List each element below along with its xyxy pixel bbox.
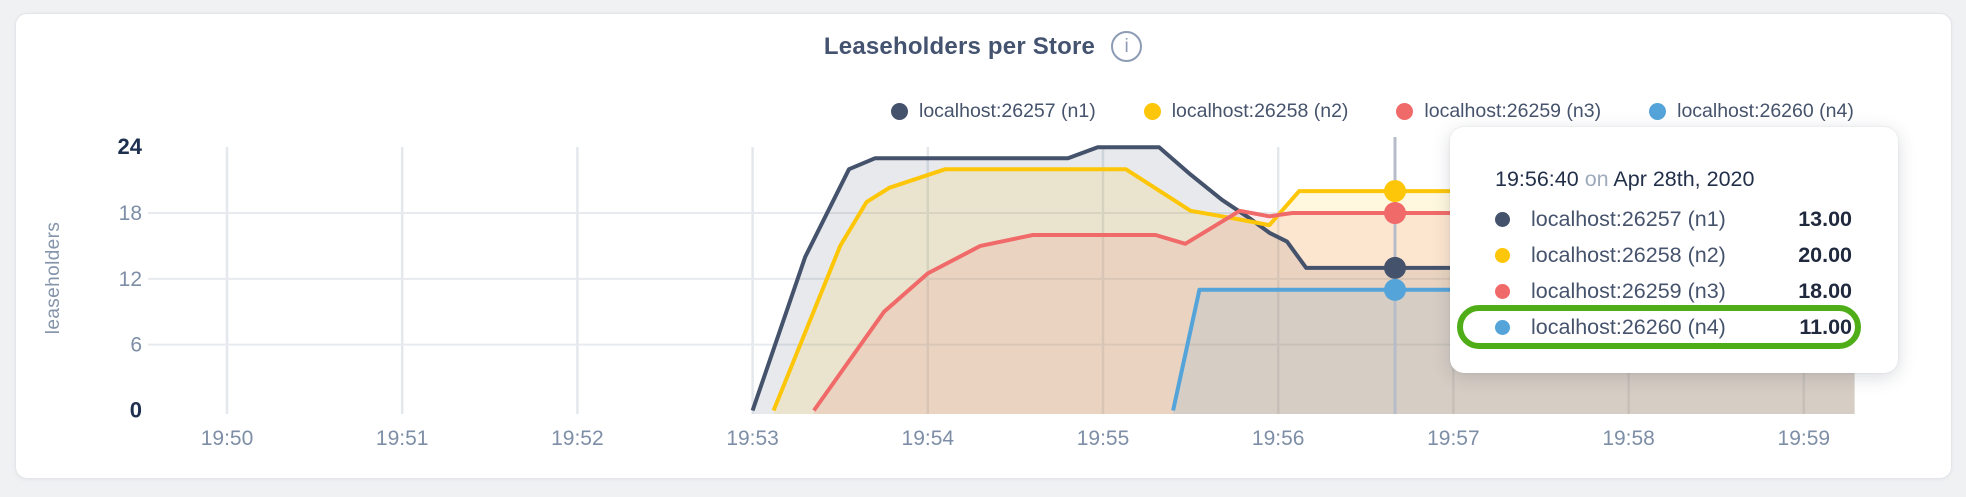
hover-dot-n1 <box>1384 256 1407 279</box>
tooltip-connector: on <box>1584 167 1609 191</box>
tooltip-series-value: 20.00 <box>1798 242 1852 267</box>
x-tick-label: 19:58 <box>1602 427 1655 450</box>
hover-dot-n2 <box>1384 180 1407 203</box>
tooltip-series-dot-icon <box>1495 247 1510 263</box>
x-tick-label: 19:56 <box>1252 427 1305 450</box>
series-line-n3 <box>812 208 1855 412</box>
info-icon[interactable]: i <box>1111 31 1143 62</box>
legend-item-n1[interactable]: localhost:26257 (n1) <box>891 100 1096 123</box>
tooltip-timestamp: 19:56:40 on Apr 28th, 2020 <box>1495 165 1852 193</box>
series-line-n1 <box>750 145 1855 412</box>
legend-dot-icon <box>1396 103 1414 120</box>
tooltip-series-dot-icon <box>1495 283 1510 299</box>
tooltip-row-n4: localhost:26260 (n4) 11.00 <box>1495 309 1852 345</box>
tooltip-series-label: localhost:26257 (n1) <box>1531 206 1726 231</box>
x-tick-label: 19:59 <box>1778 427 1831 450</box>
hover-dot-n4 <box>1384 278 1407 301</box>
legend-item-n3[interactable]: localhost:26259 (n3) <box>1396 100 1601 123</box>
legend-item-label: localhost:26258 (n2) <box>1171 100 1349 122</box>
x-tick-label: 19:57 <box>1427 427 1480 450</box>
legend: localhost:26257 (n1) localhost:26258 (n2)… <box>891 100 1854 123</box>
y-tick-label: 0 <box>130 398 142 423</box>
tooltip-series-label: localhost:26260 (n4) <box>1531 314 1726 339</box>
y-tick-label: 12 <box>119 268 142 291</box>
tooltip-series-value: 13.00 <box>1798 206 1852 231</box>
x-tick-label: 19:50 <box>201 427 254 450</box>
chart-title: Leaseholders per Store <box>823 32 1096 60</box>
hover-tooltip: 19:56:40 on Apr 28th, 2020 localhost:262… <box>1450 127 1898 373</box>
tooltip-series-value: 18.00 <box>1798 278 1852 303</box>
legend-item-n4[interactable]: localhost:26260 (n4) <box>1649 100 1854 123</box>
tooltip-row-n3: localhost:26259 (n3) 18.00 <box>1495 273 1852 309</box>
tooltip-series-label: localhost:26258 (n2) <box>1531 242 1726 267</box>
tooltip-series-dot-icon <box>1495 211 1510 227</box>
legend-item-n2[interactable]: localhost:26258 (n2) <box>1143 100 1349 123</box>
tooltip-row-n2: localhost:26258 (n2) 20.00 <box>1495 237 1852 273</box>
legend-dot-icon <box>1143 103 1161 120</box>
legend-item-label: localhost:26260 (n4) <box>1677 100 1854 122</box>
y-axis-title: leaseholders <box>43 221 64 335</box>
x-tick-label: 19:52 <box>551 427 604 450</box>
x-tick-label: 19:53 <box>726 427 779 450</box>
legend-item-label: localhost:26259 (n3) <box>1424 100 1602 122</box>
tooltip-series-label: localhost:26259 (n3) <box>1531 278 1726 303</box>
tooltip-date: Apr 28th, 2020 <box>1613 167 1755 191</box>
hover-dot-n3 <box>1384 202 1407 225</box>
tooltip-time: 19:56:40 <box>1495 167 1579 191</box>
tooltip-rows: localhost:26257 (n1) 13.00 localhost:26258… <box>1495 201 1852 345</box>
tooltip-series-value: 11.00 <box>1799 314 1852 339</box>
tooltip-series-dot-icon <box>1495 319 1510 335</box>
legend-dot-icon <box>891 103 908 120</box>
x-tick-label: 19:55 <box>1077 427 1130 450</box>
chart-header: Leaseholders per Store i <box>0 31 1966 62</box>
x-tick-label: 19:51 <box>376 427 429 450</box>
y-tick-label: 24 <box>118 134 143 159</box>
y-tick-label: 18 <box>119 202 142 225</box>
y-tick-label: 6 <box>130 334 142 357</box>
legend-item-label: localhost:26257 (n1) <box>919 100 1096 122</box>
legend-dot-icon <box>1649 103 1667 120</box>
tooltip-row-n1: localhost:26257 (n1) 13.00 <box>1495 201 1852 237</box>
x-tick-label: 19:54 <box>902 427 955 450</box>
